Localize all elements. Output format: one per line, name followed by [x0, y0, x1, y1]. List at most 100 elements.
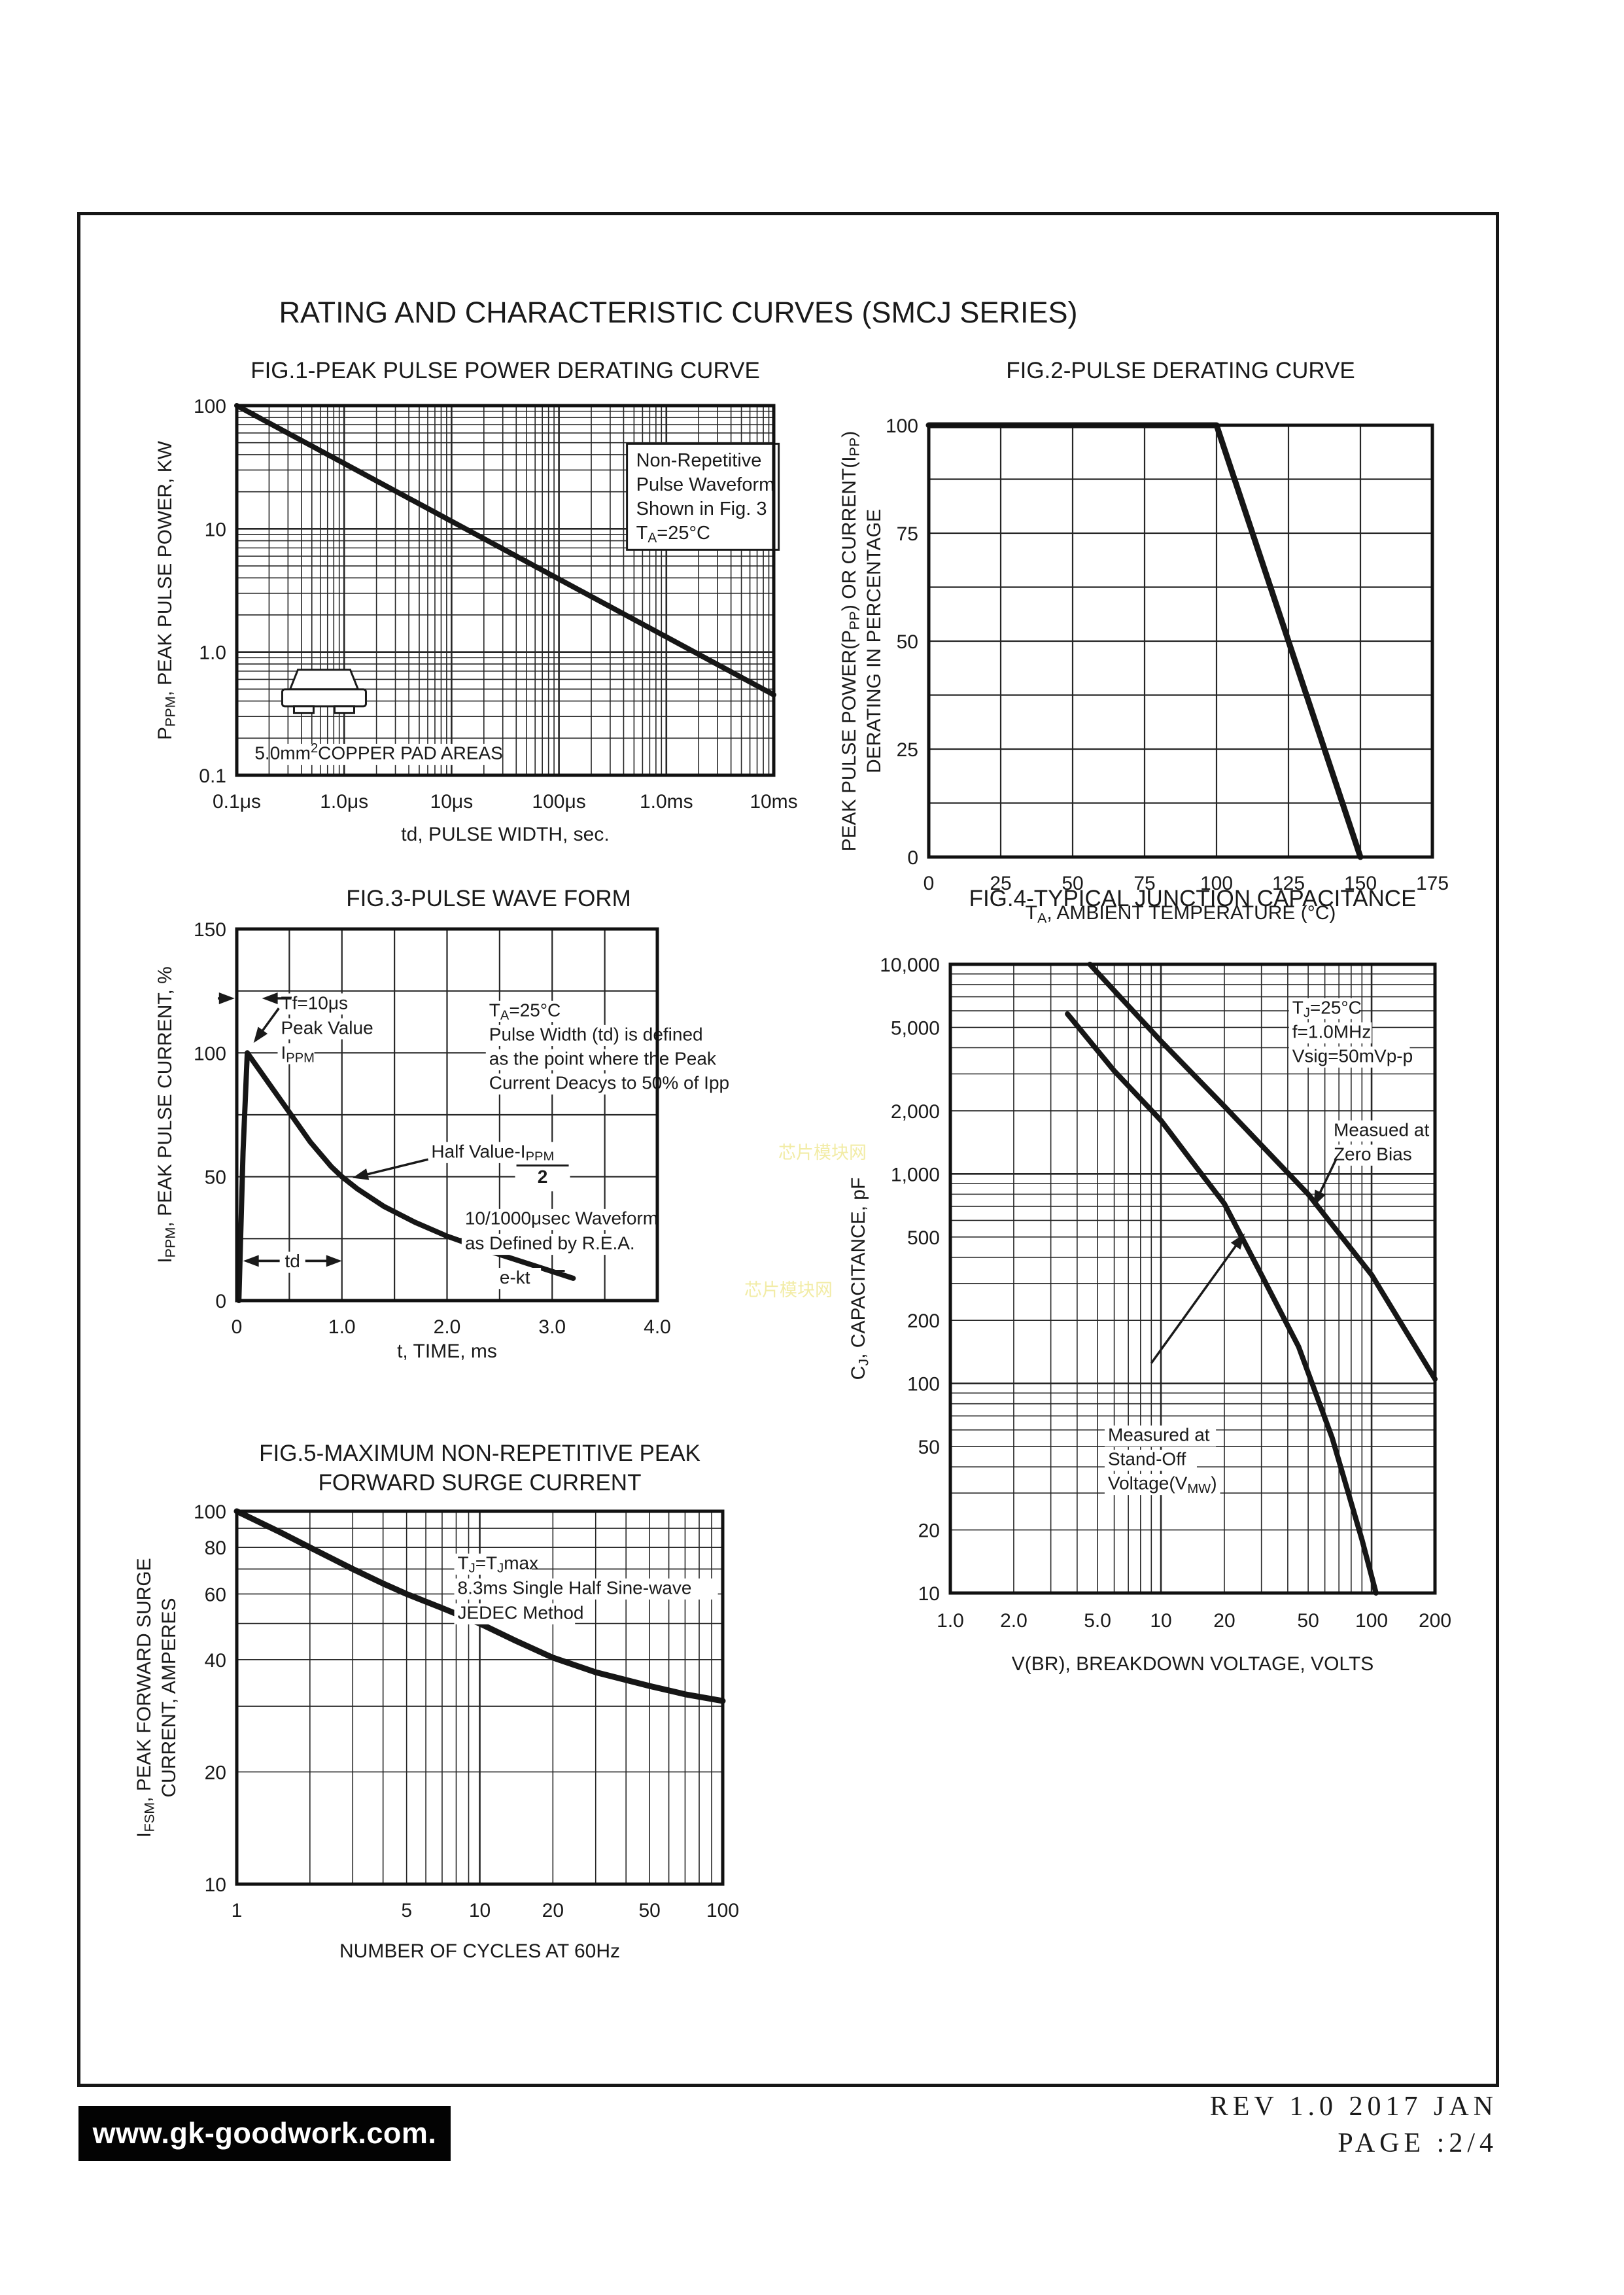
svg-text:IFSM, PEAK FORWARD SURGE: IFSM, PEAK FORWARD SURGE [133, 1558, 157, 1837]
svg-text:Non-Repetitive: Non-Repetitive [636, 450, 762, 471]
svg-text:50: 50 [1297, 1610, 1319, 1632]
svg-text:0.1: 0.1 [199, 765, 226, 787]
svg-text:1.0ms: 1.0ms [640, 791, 693, 813]
website-badge: www.gk-goodwork.com. [78, 2106, 451, 2161]
svg-text:200: 200 [907, 1310, 940, 1332]
svg-text:5.0mm2COPPER PAD AREAS: 5.0mm2COPPER PAD AREAS [254, 741, 502, 763]
svg-text:IPPM, PEAK PULSE CURRENT, %: IPPM, PEAK PULSE CURRENT, % [154, 966, 178, 1263]
svg-text:Vsig=50mVp-p: Vsig=50mVp-p [1292, 1045, 1413, 1066]
svg-text:TA=25°C: TA=25°C [489, 1000, 561, 1023]
svg-text:100: 100 [194, 1043, 226, 1064]
svg-text:150: 150 [1344, 873, 1377, 894]
svg-text:50: 50 [897, 631, 918, 653]
svg-text:0: 0 [907, 847, 918, 869]
fig5-title: FIG.5-MAXIMUM NON-REPETITIVE PEAK FORWARD… [259, 1441, 700, 1496]
svg-text:10: 10 [469, 1900, 491, 1921]
svg-text:5: 5 [401, 1900, 412, 1921]
revision-label: REV 1.0 2017 JAN [1209, 2092, 1498, 2122]
svg-text:Voltage(VMW): Voltage(VMW) [1108, 1473, 1217, 1496]
svg-text:100: 100 [1355, 1610, 1388, 1632]
svg-text:8.3ms Single Half Sine-wave: 8.3ms Single Half Sine-wave [458, 1578, 692, 1598]
svg-text:20: 20 [205, 1762, 226, 1783]
svg-text:Current Deacys to 50% of Ipp: Current Deacys to 50% of Ipp [489, 1073, 729, 1093]
svg-text:DERATING IN PERCENTAGE: DERATING IN PERCENTAGE [863, 509, 885, 773]
watermark: 芯片模块网 [778, 1143, 867, 1163]
svg-text:Pulse Width (td) is defined: Pulse Width (td) is defined [489, 1025, 703, 1045]
svg-text:20: 20 [1213, 1610, 1235, 1632]
svg-text:80: 80 [205, 1537, 226, 1559]
svg-text:PEAK PULSE POWER(PPP) OR CURRE: PEAK PULSE POWER(PPP) OR CURRENT(IPP) [838, 431, 862, 852]
svg-text:1.0: 1.0 [199, 642, 226, 664]
svg-text:Pulse Waveform: Pulse Waveform [636, 474, 775, 495]
watermark: 芯片模块网 [744, 1280, 833, 1300]
svg-text:t, TIME, ms: t, TIME, ms [397, 1340, 497, 1362]
svg-text:10: 10 [205, 1874, 226, 1896]
svg-text:100: 100 [194, 396, 226, 417]
svg-text:PPPM, PEAK PULSE POWER, KW: PPPM, PEAK PULSE POWER, KW [154, 440, 178, 740]
fig3-title: FIG.3-PULSE WAVE FORM [346, 886, 631, 911]
page-number: PAGE :2/4 [1338, 2128, 1498, 2158]
svg-text:5.0: 5.0 [1084, 1610, 1111, 1632]
svg-text:150: 150 [194, 919, 226, 941]
svg-text:2: 2 [538, 1166, 548, 1187]
fig2-plot: 0 25 50 75 100 125 150 175 100 75 50 25 0 TA, AMBIENT… [838, 415, 1449, 926]
svg-text:100: 100 [907, 1374, 940, 1395]
svg-text:4.0: 4.0 [644, 1316, 671, 1338]
svg-text:75: 75 [897, 523, 918, 545]
fig1-title: FIG.1-PEAK PULSE POWER DERATING CURVE [251, 358, 760, 383]
svg-text:40: 40 [205, 1650, 226, 1672]
svg-text:IPPM: IPPM [281, 1042, 315, 1065]
svg-text:JEDEC Method: JEDEC Method [458, 1603, 584, 1623]
fig4-title: FIG.4-TYPICAL JUNCTION CAPACITANCE [969, 886, 1417, 911]
svg-text:0.1μs: 0.1μs [213, 791, 261, 813]
svg-text:10: 10 [1150, 1610, 1171, 1632]
svg-text:10: 10 [205, 519, 226, 540]
svg-text:TJ=TJmax: TJ=TJmax [458, 1553, 539, 1576]
svg-text:20: 20 [542, 1900, 564, 1921]
page-title: RATING AND CHARACTERISTIC CURVES (SMCJ S… [279, 296, 1078, 329]
svg-text:0: 0 [215, 1291, 226, 1312]
svg-text:125: 125 [1272, 873, 1305, 894]
svg-text:100μs: 100μs [532, 791, 585, 813]
svg-text:1.0μs: 1.0μs [320, 791, 368, 813]
svg-text:100: 100 [886, 415, 918, 437]
fig1-plot: Non-Repetitive Pulse Waveform Shown in Fig… [154, 396, 798, 845]
svg-text:50: 50 [205, 1167, 226, 1189]
svg-text:10ms: 10ms [750, 791, 797, 813]
svg-text:CURRENT, AMPERES: CURRENT, AMPERES [158, 1598, 180, 1797]
svg-text:50: 50 [638, 1900, 660, 1921]
svg-text:0: 0 [924, 873, 935, 894]
svg-text:2.0: 2.0 [434, 1316, 461, 1338]
svg-text:Shown in Fig. 3: Shown in Fig. 3 [636, 499, 767, 519]
svg-text:25: 25 [990, 873, 1011, 894]
svg-text:td: td [285, 1251, 300, 1271]
svg-text:500: 500 [907, 1227, 940, 1249]
svg-text:2,000: 2,000 [891, 1101, 940, 1123]
svg-text:10/1000μsec Waveform: 10/1000μsec Waveform [465, 1208, 658, 1229]
svg-text:60: 60 [205, 1584, 226, 1605]
svg-text:Stand-Off: Stand-Off [1108, 1449, 1186, 1469]
svg-text:100: 100 [1200, 873, 1233, 894]
svg-text:50: 50 [918, 1437, 940, 1458]
svg-text:2.0: 2.0 [1000, 1610, 1028, 1632]
svg-text:as Defined by R.E.A.: as Defined by R.E.A. [465, 1233, 635, 1253]
svg-text:20: 20 [918, 1520, 940, 1542]
svg-text:200: 200 [1419, 1610, 1451, 1632]
svg-text:10,000: 10,000 [880, 955, 940, 976]
svg-text:td, PULSE WIDTH, sec.: td, PULSE WIDTH, sec. [401, 824, 609, 845]
svg-text:10μs: 10μs [430, 791, 474, 813]
svg-text:e-kt: e-kt [500, 1267, 530, 1288]
svg-text:TA, AMBIENT TEMPERATURE (°C): TA, AMBIENT TEMPERATURE (°C) [1026, 902, 1336, 926]
svg-text:Measued at: Measued at [1334, 1119, 1430, 1140]
svg-text:0: 0 [232, 1316, 243, 1338]
fig2-title: FIG.2-PULSE DERATING CURVE [1006, 358, 1355, 383]
svg-text:Peak Value: Peak Value [281, 1017, 373, 1038]
svg-text:5,000: 5,000 [891, 1017, 940, 1039]
svg-text:Measured at: Measured at [1108, 1425, 1210, 1445]
svg-text:V(BR), BREAKDOWN VOLTAGE, VOLT: V(BR), BREAKDOWN VOLTAGE, VOLTS [1012, 1653, 1373, 1675]
svg-text:f=1.0MHz: f=1.0MHz [1292, 1021, 1372, 1042]
page-border [77, 212, 1499, 2087]
fig4-plot: TJ=25°Cf=1.0MHz Vsig=50mVp-p Measued at Zer… [848, 955, 1451, 1675]
